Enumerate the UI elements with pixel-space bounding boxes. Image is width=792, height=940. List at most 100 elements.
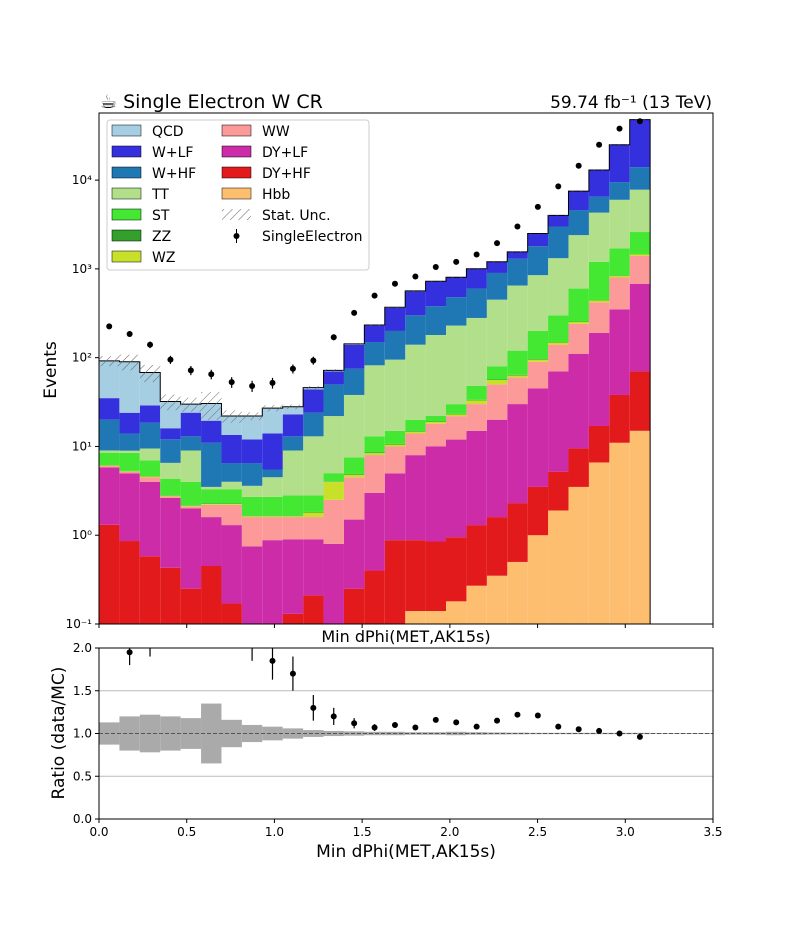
legend-swatch — [112, 167, 141, 178]
stat-unc — [242, 412, 262, 420]
bar — [385, 540, 405, 632]
bar — [548, 215, 568, 226]
bar — [181, 482, 201, 505]
data-point — [474, 252, 480, 258]
bar — [466, 404, 486, 431]
bar — [140, 423, 160, 449]
bar — [283, 496, 303, 516]
bar — [181, 506, 201, 507]
bar — [283, 539, 303, 614]
ratio-point — [269, 658, 275, 664]
legend-swatch — [112, 146, 141, 157]
bar — [446, 416, 466, 439]
legend-swatch — [222, 188, 251, 199]
legend-swatch — [222, 209, 251, 220]
bar — [446, 297, 466, 325]
bar — [405, 345, 425, 420]
bar — [528, 359, 548, 360]
bar — [181, 436, 201, 450]
bar — [262, 497, 282, 516]
bar — [344, 520, 364, 589]
bar — [119, 453, 139, 471]
bar — [466, 289, 486, 318]
bar — [344, 369, 364, 395]
bar — [140, 477, 160, 482]
bar — [507, 375, 527, 377]
bar — [303, 517, 323, 539]
bar — [568, 322, 588, 324]
legend-label: DY+LF — [262, 145, 308, 161]
bar — [324, 371, 344, 384]
chart-title: ☕ Single Electron W CR — [100, 91, 323, 113]
legend-label: TT — [151, 187, 169, 203]
bar — [119, 434, 139, 451]
bar — [242, 486, 262, 497]
ratio-point — [555, 724, 561, 730]
bar — [364, 452, 384, 453]
bar — [283, 517, 303, 539]
bar — [630, 120, 650, 168]
bar — [630, 190, 650, 232]
bar — [364, 342, 384, 365]
bar — [487, 384, 507, 419]
bar — [609, 309, 629, 395]
bar — [99, 450, 119, 452]
stat-unc — [589, 170, 609, 171]
bar — [201, 487, 221, 489]
ratio-point — [412, 725, 418, 731]
bar — [507, 285, 527, 350]
stat-unc — [487, 261, 507, 262]
bar — [487, 379, 507, 380]
legend-label: Hbb — [262, 187, 290, 203]
bar — [303, 513, 323, 518]
legend-swatch — [112, 251, 141, 262]
bar — [487, 262, 507, 273]
bar — [344, 475, 364, 477]
data-point — [331, 334, 337, 340]
data-point — [392, 281, 398, 287]
bar — [221, 489, 241, 503]
bar — [466, 318, 486, 386]
x-tick-label: 0.5 — [177, 825, 196, 839]
bar — [426, 424, 446, 447]
legend-swatch — [222, 146, 251, 157]
stat-unc — [405, 290, 425, 291]
x-tick-label: 1.0 — [265, 825, 284, 839]
bar — [528, 246, 548, 275]
bar — [589, 426, 609, 462]
bar — [548, 342, 568, 343]
bar — [242, 463, 262, 486]
bar — [589, 213, 609, 262]
bar — [426, 421, 446, 422]
bar — [446, 326, 466, 405]
stat-unc — [140, 365, 160, 382]
stat-unc — [221, 410, 241, 422]
x-tick-label: 2.0 — [440, 825, 459, 839]
bar — [446, 414, 466, 415]
bar — [99, 465, 119, 466]
lumi-label: 59.74 fb⁻¹ (13 TeV) — [550, 93, 712, 113]
bar — [364, 493, 384, 571]
bar — [181, 508, 201, 588]
bar — [466, 525, 486, 586]
bar — [609, 248, 629, 275]
bar — [528, 487, 548, 535]
y-tick-label: 1.0 — [73, 727, 92, 741]
bar — [324, 384, 344, 416]
stat-unc — [507, 251, 527, 252]
ratio-point — [474, 724, 480, 730]
legend-swatch — [112, 230, 141, 241]
bar — [589, 170, 609, 197]
bar — [181, 451, 201, 482]
data-point — [167, 357, 173, 363]
bar — [589, 462, 609, 634]
bar — [160, 428, 180, 439]
bar — [589, 301, 609, 303]
bar — [140, 405, 160, 422]
bar — [507, 375, 527, 376]
bar — [119, 471, 139, 472]
bar — [630, 256, 650, 284]
bar — [160, 496, 180, 497]
bar — [160, 463, 180, 479]
ratio-point — [392, 722, 398, 728]
